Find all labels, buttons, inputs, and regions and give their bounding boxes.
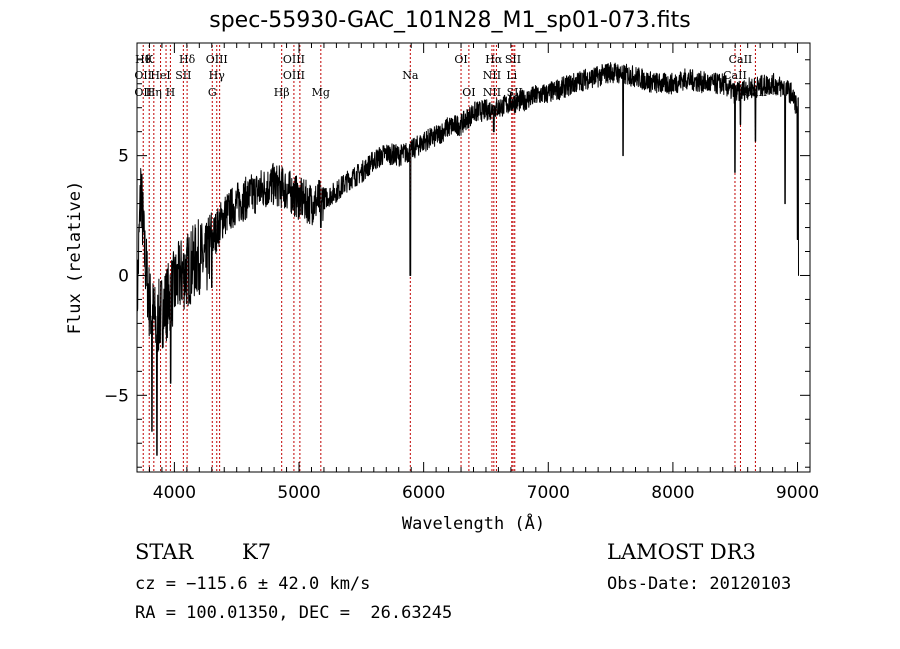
- line-label: OII: [134, 69, 152, 82]
- y-axis-label: Flux (relative): [65, 181, 85, 335]
- x-tick-label: 9000: [776, 483, 819, 503]
- x-tick-label: 7000: [527, 483, 570, 503]
- reference-lines: [142, 45, 756, 472]
- line-label: HeI: [150, 69, 170, 82]
- line-label: Na: [402, 69, 419, 82]
- line-label: Mg: [312, 86, 330, 99]
- y-tick-label: −5: [104, 386, 129, 406]
- line-label: SII: [175, 69, 191, 82]
- coordinates: RA = 100.01350, DEC = 26.63245: [135, 603, 453, 623]
- line-label: OIII: [283, 53, 305, 66]
- x-tick-label: 5000: [277, 483, 320, 503]
- line-label: Hη: [146, 86, 162, 99]
- chart-title: spec-55930-GAC_101N28_M1_sp01-073.fits: [209, 8, 691, 33]
- x-tick-label: 6000: [402, 483, 445, 503]
- line-label: Li: [506, 69, 517, 82]
- line-label: OI: [454, 53, 467, 66]
- line-label: Hγ: [209, 69, 226, 82]
- redshift-readout: cz = −115.6 ± 42.0 km/s: [135, 574, 371, 594]
- line-label: OIII: [206, 53, 228, 66]
- line-label: K: [145, 53, 154, 66]
- line-label: NII: [483, 86, 501, 99]
- line-label: G: [208, 86, 217, 99]
- x-tick-label: 8000: [651, 483, 694, 503]
- survey-label: LAMOST DR3: [607, 540, 756, 564]
- axes: 4000 5000 6000 7000 8000 9000 −5 0 5 Wavelength (…: [65, 42, 819, 534]
- line-label: Hδ: [179, 53, 196, 66]
- obs-date: Obs-Date: 20120103: [607, 574, 792, 594]
- line-label: Hβ: [274, 86, 290, 99]
- flux-line: [136, 62, 799, 456]
- line-label: OII: [134, 86, 152, 99]
- line-label: CaII: [723, 69, 747, 82]
- line-label: SII: [507, 86, 523, 99]
- line-label: NII: [483, 69, 501, 82]
- line-label: Hα: [485, 53, 503, 66]
- line-label: SII: [505, 53, 521, 66]
- line-label: OIII: [283, 69, 305, 82]
- line-label: H: [166, 86, 176, 99]
- spectral-subclass: K7: [242, 540, 272, 564]
- x-axis-label: Wavelength (Å): [402, 512, 545, 534]
- line-labels: Hθ OII OII K Hη HeI H SII Hδ G OIII Hγ Hβ OIII OIII Mg N…: [134, 53, 767, 99]
- line-label: CaII: [744, 86, 768, 99]
- spectral-class: STAR: [135, 540, 194, 564]
- line-label: OI: [462, 86, 475, 99]
- y-tick-label: 5: [118, 147, 129, 167]
- line-label: CaII: [729, 53, 753, 66]
- line-label: Hθ: [135, 53, 152, 66]
- x-tick-label: 4000: [153, 483, 196, 503]
- y-tick-label: 0: [118, 266, 129, 286]
